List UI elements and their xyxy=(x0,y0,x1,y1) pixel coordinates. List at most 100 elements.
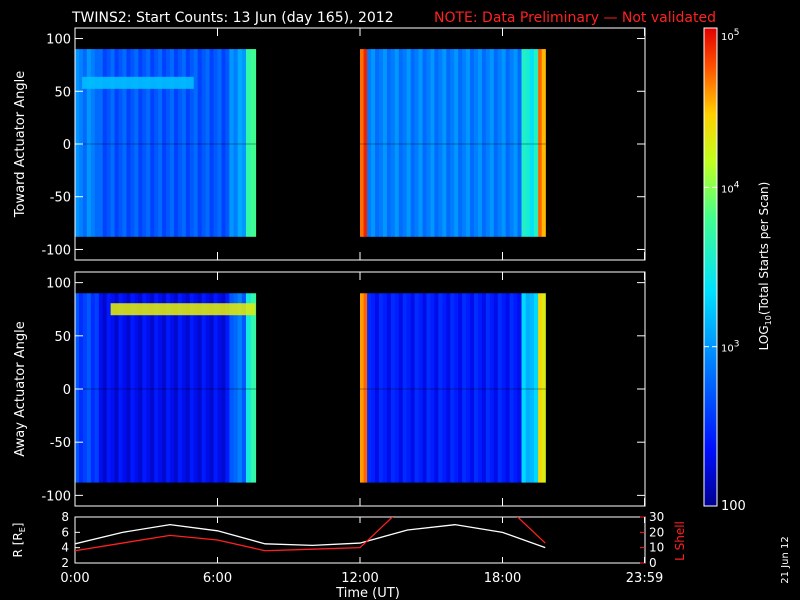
heatmap-column xyxy=(233,293,239,483)
heatmap-column xyxy=(360,293,365,483)
away-heatmap xyxy=(75,293,645,483)
heatmap-column xyxy=(134,293,139,483)
away-y-ticks: -100 -50 0 50 100 xyxy=(41,277,645,504)
heatmap-column xyxy=(229,293,235,483)
heatmap-column xyxy=(450,293,455,483)
heatmap-column xyxy=(470,49,475,237)
y-tick-label: -50 xyxy=(50,436,71,451)
away-panel: -100 -50 0 50 100 Away Actuator Angle xyxy=(13,271,646,507)
heatmap-column xyxy=(106,293,112,483)
heatmap-column xyxy=(197,293,203,483)
away-ylabel: Away Actuator Angle xyxy=(13,321,28,456)
orbit-right-tick-label: 0 xyxy=(649,556,657,570)
heatmap-column xyxy=(363,49,368,237)
heatmap-column xyxy=(118,49,124,237)
heatmap-band xyxy=(82,76,194,89)
heatmap-column xyxy=(154,293,159,483)
heatmap-column xyxy=(189,293,195,483)
heatmap-column xyxy=(197,49,203,237)
heatmap-column xyxy=(185,293,191,483)
heatmap-column xyxy=(422,49,428,237)
heatmap-column xyxy=(363,293,368,483)
heatmap-column xyxy=(450,49,455,237)
orbit-right-label: L Shell xyxy=(673,521,687,561)
heatmap-column xyxy=(375,293,380,483)
heatmap-column xyxy=(237,49,243,237)
heatmap-column xyxy=(166,293,171,483)
heatmap-column xyxy=(517,49,523,237)
orbit-r-line xyxy=(75,524,546,549)
heatmap-column xyxy=(442,293,447,483)
heatmap-column xyxy=(390,49,396,237)
heatmap-column xyxy=(454,49,459,237)
orbit-left-ticks: 24 68 xyxy=(61,510,80,570)
orbit-left-tick-label: 4 xyxy=(61,541,69,555)
heatmap-column xyxy=(225,293,230,483)
heatmap-column xyxy=(501,49,507,237)
heatmap-column xyxy=(118,293,124,483)
x-tick-label: 12:00 xyxy=(341,571,378,586)
heatmap-column xyxy=(406,293,412,483)
heatmap-column xyxy=(138,49,143,237)
heatmap-column xyxy=(193,49,199,237)
heatmap-column xyxy=(94,49,100,237)
heatmap-column xyxy=(390,293,396,483)
heatmap-column xyxy=(150,49,155,237)
heatmap-column xyxy=(414,49,420,237)
heatmap-column xyxy=(110,293,116,483)
heatmap-column xyxy=(422,293,428,483)
heatmap-column xyxy=(430,293,436,483)
colorbar-ticks: 100 103 104 105 xyxy=(704,27,746,514)
colorbar-gradient xyxy=(704,28,717,506)
heatmap-column xyxy=(406,49,412,237)
heatmap-column xyxy=(521,293,527,483)
heatmap-column xyxy=(209,293,215,483)
heatmap-column xyxy=(375,49,380,237)
heatmap-column xyxy=(130,293,135,483)
heatmap-column xyxy=(177,293,183,483)
heatmap-column xyxy=(90,49,96,237)
preliminary-note: NOTE: Data Preliminary — Not validated xyxy=(434,10,716,26)
heatmap-column xyxy=(466,293,471,483)
heatmap-column xyxy=(82,293,88,483)
heatmap-column xyxy=(205,49,211,237)
heatmap-column xyxy=(130,49,135,237)
heatmap-column xyxy=(142,49,147,237)
figure-title: TWINS2: Start Counts: 13 Jun (day 165), … xyxy=(71,10,394,26)
heatmap-column xyxy=(250,49,257,237)
y-tick-label: 50 xyxy=(54,330,71,345)
heatmap-column xyxy=(466,49,471,237)
heatmap-column xyxy=(162,293,167,483)
heatmap-column xyxy=(386,49,392,237)
y-tick-label: 0 xyxy=(63,138,71,153)
heatmap-column xyxy=(430,49,436,237)
heatmap-column xyxy=(241,49,247,237)
heatmap-column xyxy=(237,293,243,483)
heatmap-column xyxy=(477,49,483,237)
heatmap-column xyxy=(122,49,128,237)
side-date: 21 Jun 12 xyxy=(780,536,791,583)
heatmap-column xyxy=(154,49,159,237)
colorbar-tick-label: 100 xyxy=(721,499,746,514)
heatmap-column xyxy=(414,293,420,483)
heatmap-column xyxy=(481,49,487,237)
heatmap-column xyxy=(462,49,467,237)
heatmap-column xyxy=(138,293,143,483)
heatmap-column xyxy=(146,293,151,483)
heatmap-column xyxy=(82,49,88,237)
heatmap-column xyxy=(134,49,139,237)
heatmap-column xyxy=(474,49,479,237)
heatmap-column xyxy=(497,49,503,237)
heatmap-column xyxy=(360,49,365,237)
heatmap-column xyxy=(394,49,400,237)
heatmap-column xyxy=(233,49,239,237)
heatmap-column xyxy=(213,49,219,237)
heatmap-column xyxy=(521,49,527,237)
heatmap-column xyxy=(402,49,408,237)
heatmap-column xyxy=(162,49,167,237)
heatmap-column xyxy=(497,293,503,483)
heatmap-column xyxy=(181,49,187,237)
heatmap-column xyxy=(533,293,539,483)
